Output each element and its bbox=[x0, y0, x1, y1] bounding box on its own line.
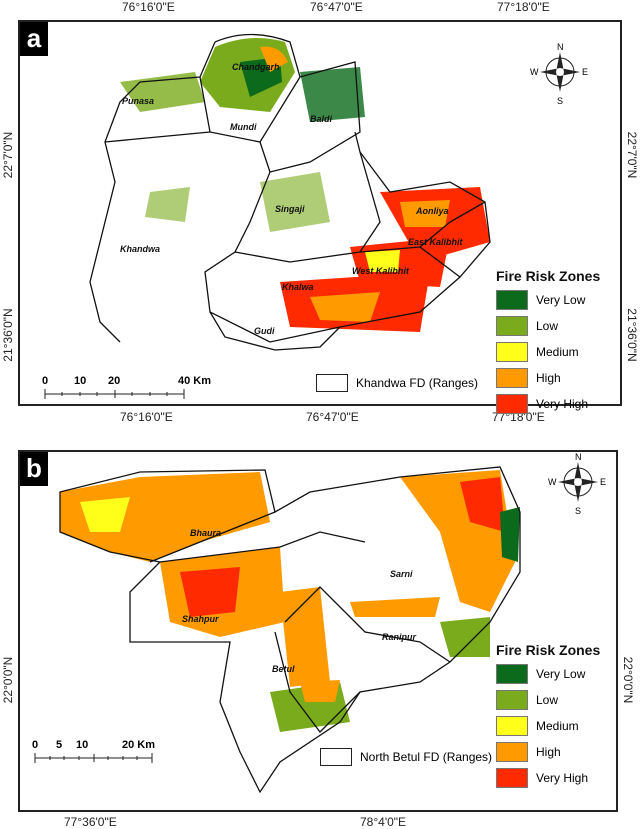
range-label: Shahpur bbox=[182, 614, 219, 624]
lat-tick-a-left-2: 21°36'0"N bbox=[1, 308, 15, 362]
lon-tick-a-top-3: 77°18'0"E bbox=[497, 0, 550, 14]
fire-risk-legend-b: Fire Risk Zones Very Low Low Medium High… bbox=[496, 642, 600, 794]
range-label: Khandwa bbox=[120, 244, 160, 254]
svg-text:0: 0 bbox=[32, 739, 38, 751]
lon-tick-a-bottom-2: 76°47'0"E bbox=[306, 410, 359, 424]
svg-text:10: 10 bbox=[76, 739, 88, 751]
range-label: Punasa bbox=[122, 96, 154, 106]
svg-text:5: 5 bbox=[56, 739, 62, 751]
panel-b-label: b bbox=[20, 452, 48, 486]
lat-tick-a-left-1: 22°7'0"N bbox=[1, 131, 15, 179]
svg-text:W: W bbox=[548, 477, 557, 487]
range-labels-a: Chandgarh Punasa Mundi Baldi Singaji Aon… bbox=[120, 62, 464, 336]
svg-text:10: 10 bbox=[74, 375, 86, 387]
boundary-legend-a: Khandwa FD (Ranges) bbox=[316, 374, 478, 392]
range-label: Singaji bbox=[275, 204, 305, 214]
range-label: East Kalibhit bbox=[408, 237, 464, 247]
range-label: Gudi bbox=[254, 326, 275, 336]
scale-bar-b: 0 5 10 20 Km bbox=[32, 739, 155, 763]
svg-text:20 Km: 20 Km bbox=[122, 739, 155, 751]
range-labels-b: Bhaura Sarni Shahpur Ranipur Betul bbox=[182, 528, 416, 674]
lon-tick-a-top-1: 76°16'0"E bbox=[122, 0, 175, 14]
lat-tick-a-right-1: 22°7'0"N bbox=[625, 131, 639, 179]
khandwa-map: Chandgarh Punasa Mundi Baldi Singaji Aon… bbox=[42, 33, 588, 399]
panel-b-map: b Bhaura Sarni Shahpur bbox=[18, 450, 618, 812]
range-boundaries-a bbox=[89, 33, 491, 351]
lon-tick-a-bottom-1: 76°16'0"E bbox=[120, 410, 173, 424]
north-arrow-icon: N S E W bbox=[548, 452, 606, 516]
svg-text:40 Km: 40 Km bbox=[178, 375, 211, 387]
north-betul-map: Bhaura Sarni Shahpur Ranipur Betul N S E… bbox=[32, 452, 606, 794]
svg-text:N: N bbox=[575, 452, 582, 462]
boundary-legend-b: North Betul FD (Ranges) bbox=[320, 748, 492, 766]
range-label: Khalwa bbox=[282, 282, 314, 292]
svg-text:S: S bbox=[575, 506, 581, 516]
svg-text:N: N bbox=[557, 42, 564, 52]
range-label: Ranipur bbox=[382, 632, 416, 642]
svg-text:20: 20 bbox=[108, 375, 120, 387]
range-label: Chandgarh bbox=[232, 62, 280, 72]
scale-bar-a: 0 10 20 40 Km bbox=[42, 375, 211, 399]
fire-risk-patches-b bbox=[60, 470, 520, 732]
range-label: Mundi bbox=[230, 122, 257, 132]
range-label: Baldi bbox=[310, 114, 333, 124]
range-label: West Kalibhit bbox=[352, 266, 410, 276]
range-label: Aonliya bbox=[415, 206, 449, 216]
lon-tick-b-bottom-1: 77°36'0"E bbox=[64, 815, 117, 829]
range-label: Bhaura bbox=[190, 528, 221, 538]
svg-text:E: E bbox=[582, 67, 588, 77]
svg-text:W: W bbox=[530, 67, 539, 77]
lon-tick-a-top-2: 76°47'0"E bbox=[310, 0, 363, 14]
lat-tick-b-right: 22°0'0"N bbox=[621, 656, 635, 704]
lat-tick-a-right-2: 21°36'0"N bbox=[625, 308, 639, 362]
lat-tick-b-left: 22°0'0"N bbox=[1, 656, 15, 704]
fire-risk-legend-a: Fire Risk Zones Very Low Low Medium High… bbox=[496, 268, 600, 420]
svg-text:S: S bbox=[557, 96, 563, 106]
range-label: Betul bbox=[272, 664, 295, 674]
panel-a-map: a Chandgarh bbox=[18, 20, 622, 414]
range-boundaries-b bbox=[59, 466, 521, 794]
range-label: Sarni bbox=[390, 569, 413, 579]
svg-text:0: 0 bbox=[42, 375, 48, 387]
lon-tick-b-bottom-2: 78°4'0"E bbox=[360, 815, 407, 829]
panel-a-label: a bbox=[20, 22, 48, 56]
north-arrow-icon: N S E W bbox=[530, 42, 588, 106]
svg-text:E: E bbox=[600, 477, 606, 487]
